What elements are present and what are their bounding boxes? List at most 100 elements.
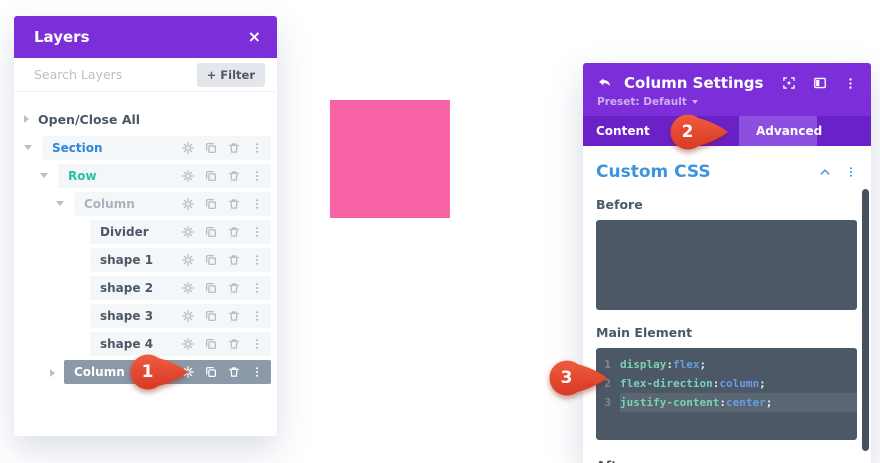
trash-icon[interactable] [228, 282, 240, 294]
caret-down-icon[interactable] [56, 201, 64, 206]
layer-label-column[interactable]: Column [84, 197, 135, 211]
css-code-line[interactable]: 1 display:flex; [596, 355, 857, 374]
css-semicolon: ; [765, 396, 773, 409]
layer-label-column-selected[interactable]: Column [74, 365, 125, 379]
kebab-menu-icon[interactable] [251, 170, 263, 182]
scrollbar-thumb[interactable] [862, 189, 869, 451]
trash-icon[interactable] [228, 198, 240, 210]
layer-row-shape-2[interactable]: shape 2 [14, 276, 277, 300]
filter-button[interactable]: + Filter [196, 62, 265, 87]
layer-row-divider[interactable]: Divider [14, 220, 277, 244]
preset-selector[interactable]: Preset: Default [597, 96, 857, 108]
css-semicolon: ; [759, 377, 766, 390]
css-colon: : [666, 358, 673, 371]
caret-down-icon[interactable] [24, 145, 32, 150]
panel-layout-icon[interactable] [813, 76, 827, 90]
kebab-menu-icon[interactable] [251, 198, 263, 210]
trash-icon[interactable] [228, 310, 240, 322]
duplicate-icon[interactable] [205, 226, 217, 238]
trash-icon[interactable] [228, 170, 240, 182]
layer-band[interactable]: Column [74, 192, 271, 216]
layer-row-section[interactable]: Section [14, 136, 277, 160]
duplicate-icon[interactable] [205, 282, 217, 294]
kebab-menu-icon[interactable] [251, 254, 263, 266]
duplicate-icon[interactable] [205, 254, 217, 266]
css-value: center [725, 396, 766, 409]
layer-label-shape-3[interactable]: shape 3 [100, 309, 154, 323]
kebab-menu-icon[interactable] [845, 166, 857, 178]
trash-icon[interactable] [228, 366, 240, 378]
trash-icon[interactable] [228, 338, 240, 350]
gear-icon[interactable] [182, 282, 194, 294]
gear-icon[interactable] [182, 170, 194, 182]
css-code-line-active[interactable]: 3 justify-content:center; [596, 393, 857, 412]
layers-list: Open/Close All Section [14, 92, 277, 384]
layer-band[interactable]: shape 2 [90, 276, 271, 300]
layer-band[interactable]: shape 4 [90, 332, 271, 356]
preset-label: Preset: Default [597, 96, 687, 108]
css-code-line[interactable]: 2 flex-direction:column; [596, 374, 857, 393]
layers-panel-title: Layers [34, 28, 90, 46]
kebab-menu-icon[interactable] [251, 142, 263, 154]
step-badge-number: 2 [681, 122, 694, 142]
chevron-up-icon[interactable] [819, 166, 831, 178]
kebab-menu-icon[interactable] [251, 310, 263, 322]
close-icon[interactable]: × [247, 27, 261, 46]
trash-icon[interactable] [228, 254, 240, 266]
layer-band[interactable]: Row [58, 164, 271, 188]
search-layers-input[interactable] [34, 67, 197, 82]
focus-mode-icon[interactable] [782, 76, 796, 90]
open-close-all-row[interactable]: Open/Close All [24, 108, 277, 130]
tab-advanced[interactable]: Advanced [739, 116, 822, 146]
custom-css-section-title[interactable]: Custom CSS [596, 162, 711, 182]
layer-band[interactable]: shape 3 [90, 304, 271, 328]
caret-right-icon[interactable] [24, 115, 29, 123]
duplicate-icon[interactable] [205, 338, 217, 350]
main-element-css-editor[interactable]: 1 display:flex; 2 flex-direction:column;… [596, 348, 857, 440]
pink-shape[interactable] [330, 100, 450, 218]
css-value: column [719, 377, 760, 390]
gear-icon[interactable] [182, 198, 194, 210]
tab-content[interactable]: Content [596, 124, 650, 138]
layer-label-section[interactable]: Section [52, 141, 103, 155]
trash-icon[interactable] [228, 226, 240, 238]
trash-icon[interactable] [228, 142, 240, 154]
layer-band[interactable]: Divider [90, 220, 271, 244]
gear-icon[interactable] [182, 226, 194, 238]
layer-row-shape-3[interactable]: shape 3 [14, 304, 277, 328]
layer-label-divider[interactable]: Divider [100, 225, 149, 239]
kebab-menu-icon[interactable] [251, 226, 263, 238]
line-number: 2 [604, 377, 611, 390]
layer-label-shape-4[interactable]: shape 4 [100, 337, 154, 351]
step-badge-1: 1 [128, 351, 190, 393]
gear-icon[interactable] [182, 142, 194, 154]
duplicate-icon[interactable] [205, 170, 217, 182]
layer-row-row[interactable]: Row [14, 164, 277, 188]
kebab-menu-icon[interactable] [844, 77, 857, 90]
layer-band[interactable]: Section [42, 136, 271, 160]
layer-label-shape-1[interactable]: shape 1 [100, 253, 154, 267]
gear-icon[interactable] [182, 310, 194, 322]
layer-band[interactable]: shape 1 [90, 248, 271, 272]
layer-row-shape-1[interactable]: shape 1 [14, 248, 277, 272]
layer-row-column[interactable]: Column [14, 192, 277, 216]
caret-right-icon[interactable] [50, 369, 55, 377]
duplicate-icon[interactable] [205, 310, 217, 322]
layer-label-shape-2[interactable]: shape 2 [100, 281, 154, 295]
caret-down-icon[interactable] [40, 173, 48, 178]
layer-label-row[interactable]: Row [68, 169, 97, 183]
kebab-menu-icon[interactable] [251, 366, 263, 378]
kebab-menu-icon[interactable] [251, 282, 263, 294]
layer-row-shape-4[interactable]: shape 4 [14, 332, 277, 356]
gear-icon[interactable] [182, 254, 194, 266]
kebab-menu-icon[interactable] [251, 338, 263, 350]
step-badge-number: 3 [560, 368, 573, 388]
duplicate-icon[interactable] [205, 142, 217, 154]
duplicate-icon[interactable] [205, 366, 217, 378]
duplicate-icon[interactable] [205, 198, 217, 210]
modal-title: Column Settings [624, 74, 764, 92]
column-settings-modal: Column Settings Preset: Default Content … [583, 63, 871, 463]
before-css-editor[interactable] [596, 220, 857, 310]
gear-icon[interactable] [182, 338, 194, 350]
back-arrow-icon[interactable] [597, 76, 612, 91]
